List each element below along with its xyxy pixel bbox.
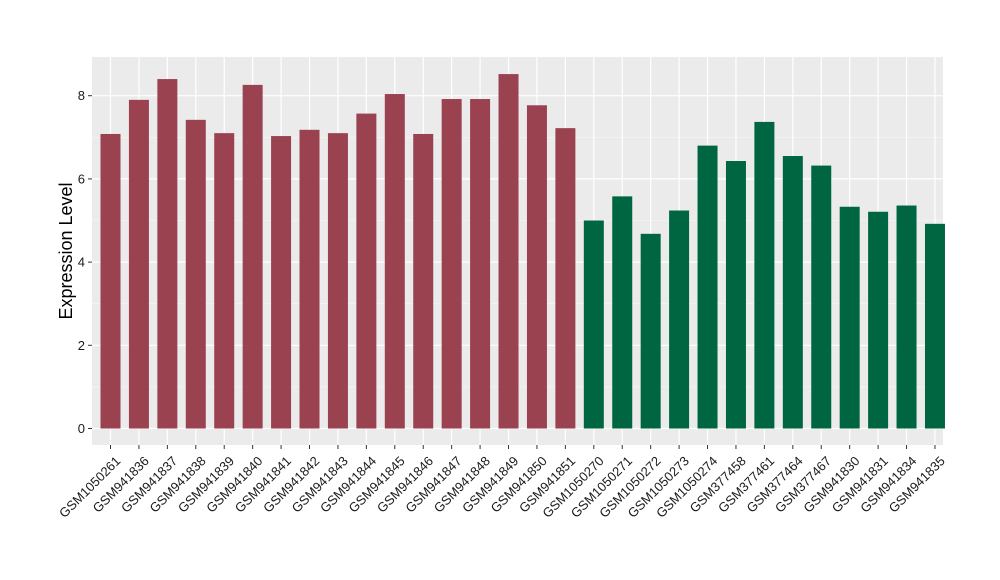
bar (555, 128, 576, 429)
y-axis-title: Expression Level (56, 182, 76, 319)
bar (242, 84, 263, 429)
bar (868, 211, 889, 429)
bar (754, 121, 775, 429)
bar (640, 233, 661, 429)
bar (214, 133, 235, 429)
bar (299, 129, 320, 429)
bar (811, 165, 832, 429)
bar (669, 210, 690, 429)
bar (384, 94, 405, 429)
bar (470, 99, 491, 429)
bar (583, 220, 604, 429)
bar (157, 79, 178, 429)
y-tick-label: 0 (78, 421, 85, 436)
y-tick-label: 8 (78, 88, 85, 103)
bar (271, 136, 292, 429)
bar (441, 99, 462, 429)
bar (924, 223, 945, 429)
y-axis: 0 2 4 6 8 (78, 88, 92, 436)
bar (356, 113, 377, 429)
bar (725, 161, 746, 429)
bar (782, 156, 803, 429)
x-axis: GSM1050261GSM941836GSM941837GSM941838GSM… (56, 445, 948, 521)
bar (697, 145, 718, 429)
bar (128, 99, 149, 429)
bar (612, 196, 633, 429)
bar (896, 205, 917, 429)
bar (413, 133, 434, 429)
bar (526, 105, 547, 429)
y-tick-label: 6 (78, 171, 85, 186)
bar (327, 133, 348, 429)
bar (100, 133, 121, 429)
bar (185, 119, 206, 429)
bar (839, 206, 860, 429)
bar (498, 74, 519, 429)
y-tick-label: 4 (78, 255, 85, 270)
y-tick-label: 2 (78, 338, 85, 353)
bars (100, 74, 945, 429)
